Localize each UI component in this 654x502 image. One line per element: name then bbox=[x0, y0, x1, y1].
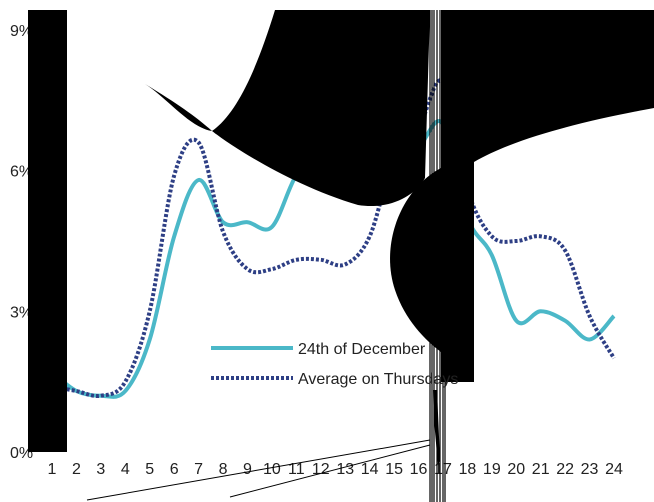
overlay-thin-lines bbox=[86, 439, 431, 501]
overlay-right-bar-foot bbox=[460, 360, 474, 382]
y-tick-label: 3% bbox=[10, 304, 33, 321]
x-tick-label: 23 bbox=[581, 461, 599, 478]
x-tick-label: 8 bbox=[219, 461, 228, 478]
series-line-average-on-thursdays bbox=[51, 78, 616, 399]
x-tick-label: 7 bbox=[194, 461, 203, 478]
x-tick-label: 14 bbox=[361, 461, 379, 478]
x-tick-label: 20 bbox=[507, 461, 525, 478]
y-tick-label: 6% bbox=[10, 164, 33, 181]
legend-label: 24th of December bbox=[298, 341, 426, 358]
x-tick-label: 4 bbox=[121, 461, 130, 478]
x-tick-label: 13 bbox=[336, 461, 354, 478]
overlay-right-shape bbox=[474, 10, 654, 162]
x-tick-label: 2 bbox=[72, 461, 81, 478]
legend-item-average-on-thursdays: Average on Thursdays bbox=[211, 371, 458, 388]
overlay-crescent-shape bbox=[390, 168, 441, 352]
x-tick-label: 16 bbox=[410, 461, 428, 478]
x-tick-label: 5 bbox=[145, 461, 154, 478]
x-tick-label: 9 bbox=[243, 461, 252, 478]
x-tick-label: 15 bbox=[385, 461, 403, 478]
y-tick-label: 0% bbox=[10, 445, 33, 462]
x-tick-label: 10 bbox=[263, 461, 281, 478]
x-tick-label: 21 bbox=[532, 461, 550, 478]
y-axis-labels: 0% 3% 6% 9% bbox=[10, 23, 33, 462]
legend-label: Average on Thursdays bbox=[298, 371, 458, 388]
overlay-vertical-sliver bbox=[433, 390, 440, 466]
legend: 24th of December Average on Thursdays bbox=[211, 341, 458, 388]
x-tick-label: 24 bbox=[605, 461, 623, 478]
x-tick-label: 6 bbox=[170, 461, 179, 478]
overlay-right-bar bbox=[441, 10, 474, 382]
x-axis-labels: 1 2 3 4 5 6 7 8 9 10 11 12 13 14 15 16 17 18 19 20 21 22 23 24 bbox=[48, 461, 623, 478]
x-tick-label: 1 bbox=[48, 461, 57, 478]
legend-item-24th-of-december: 24th of December bbox=[211, 341, 426, 358]
overlay-hat-shape bbox=[145, 10, 430, 207]
x-tick-label: 12 bbox=[312, 461, 330, 478]
overlay-left-bar bbox=[28, 10, 67, 452]
x-tick-label: 3 bbox=[96, 461, 105, 478]
x-tick-label: 11 bbox=[288, 461, 305, 478]
x-tick-label: 22 bbox=[556, 461, 574, 478]
black-overlay-shapes bbox=[28, 10, 654, 502]
x-tick-label: 18 bbox=[458, 461, 476, 478]
y-tick-label: 9% bbox=[10, 23, 33, 40]
x-tick-label: 19 bbox=[483, 461, 501, 478]
